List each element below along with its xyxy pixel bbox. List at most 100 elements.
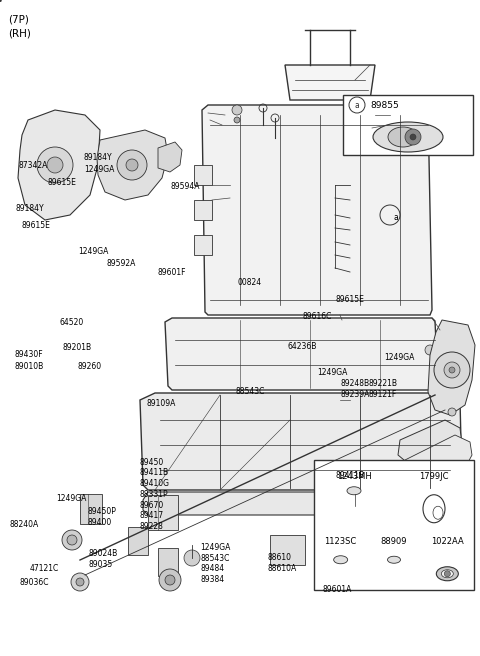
Text: 89615E: 89615E xyxy=(48,178,77,187)
Circle shape xyxy=(159,569,181,591)
Circle shape xyxy=(405,129,421,145)
Polygon shape xyxy=(140,393,462,490)
Text: 88543C: 88543C xyxy=(235,387,264,396)
Polygon shape xyxy=(158,142,182,172)
Bar xyxy=(80,494,102,524)
Text: 89411B: 89411B xyxy=(139,468,168,478)
Text: 89430F: 89430F xyxy=(14,350,43,359)
Text: 88543C: 88543C xyxy=(201,554,230,563)
Circle shape xyxy=(425,345,435,355)
Text: 89670: 89670 xyxy=(139,501,164,510)
Circle shape xyxy=(448,408,456,416)
Circle shape xyxy=(37,147,73,183)
Ellipse shape xyxy=(436,567,458,581)
Circle shape xyxy=(434,352,470,388)
Polygon shape xyxy=(405,435,472,472)
Ellipse shape xyxy=(388,127,418,147)
Text: 89615E: 89615E xyxy=(335,295,364,304)
Polygon shape xyxy=(143,492,465,515)
Text: 1022AA: 1022AA xyxy=(431,537,464,546)
Ellipse shape xyxy=(433,506,443,520)
Text: 89384: 89384 xyxy=(201,575,225,584)
Polygon shape xyxy=(285,65,375,100)
Text: 89592A: 89592A xyxy=(107,259,136,268)
Bar xyxy=(270,535,305,565)
Text: 89239A: 89239A xyxy=(341,390,370,399)
Bar xyxy=(314,460,474,590)
Text: 00824: 00824 xyxy=(238,277,262,287)
Circle shape xyxy=(165,575,175,585)
Bar xyxy=(194,165,212,185)
Text: 1799JC: 1799JC xyxy=(419,472,449,481)
Polygon shape xyxy=(18,110,100,220)
Text: 89411B: 89411B xyxy=(336,471,365,480)
Circle shape xyxy=(62,530,82,550)
Text: a: a xyxy=(393,213,398,222)
Circle shape xyxy=(67,535,77,545)
Circle shape xyxy=(126,159,138,171)
Circle shape xyxy=(444,362,460,378)
Text: 89121F: 89121F xyxy=(369,390,397,399)
Text: 1249GA: 1249GA xyxy=(201,543,231,552)
Text: 89410G: 89410G xyxy=(139,479,169,488)
Text: 1243MH: 1243MH xyxy=(336,472,372,481)
Text: 47121C: 47121C xyxy=(30,564,59,573)
Text: 88610A: 88610A xyxy=(268,564,297,573)
Ellipse shape xyxy=(347,487,361,495)
Bar xyxy=(343,95,473,155)
Polygon shape xyxy=(165,318,438,390)
Text: 89450: 89450 xyxy=(139,458,164,467)
Ellipse shape xyxy=(387,556,400,564)
Bar xyxy=(194,200,212,220)
Text: 64520: 64520 xyxy=(60,318,84,327)
Text: 89024B: 89024B xyxy=(89,548,118,558)
Text: 89594A: 89594A xyxy=(170,182,200,192)
Circle shape xyxy=(232,105,242,115)
Text: 89228: 89228 xyxy=(139,522,163,531)
Text: 89855: 89855 xyxy=(370,100,399,110)
Text: 89260: 89260 xyxy=(78,361,102,371)
Text: (RH): (RH) xyxy=(8,28,31,38)
Text: 89615E: 89615E xyxy=(22,220,50,230)
Circle shape xyxy=(71,573,89,591)
Circle shape xyxy=(234,117,240,123)
Circle shape xyxy=(184,550,200,566)
Bar xyxy=(158,548,178,576)
Text: 89184Y: 89184Y xyxy=(84,153,113,162)
Text: (7P): (7P) xyxy=(8,15,29,25)
Text: 89601F: 89601F xyxy=(157,268,186,277)
Circle shape xyxy=(76,578,84,586)
Text: 89036C: 89036C xyxy=(19,578,48,587)
Ellipse shape xyxy=(334,556,348,564)
Text: 1123SC: 1123SC xyxy=(324,537,357,546)
Text: 88331P: 88331P xyxy=(139,490,168,499)
Text: 88610: 88610 xyxy=(268,553,292,562)
Polygon shape xyxy=(202,105,432,315)
Text: 89484: 89484 xyxy=(201,564,225,573)
Text: 1249GA: 1249GA xyxy=(57,494,87,503)
Text: 88240A: 88240A xyxy=(10,520,39,529)
Bar xyxy=(148,495,178,530)
Text: 1249GA: 1249GA xyxy=(78,247,108,256)
Polygon shape xyxy=(398,420,462,470)
Text: 88909: 88909 xyxy=(381,537,407,546)
Text: 89184Y: 89184Y xyxy=(15,204,44,213)
Text: 89417: 89417 xyxy=(139,511,163,520)
Ellipse shape xyxy=(441,570,453,578)
Text: 89616C: 89616C xyxy=(302,312,332,321)
Bar xyxy=(128,527,148,555)
Text: 89201B: 89201B xyxy=(62,343,92,352)
Text: 89248B: 89248B xyxy=(341,379,370,388)
Circle shape xyxy=(47,157,63,173)
Ellipse shape xyxy=(373,122,443,152)
Text: 89221B: 89221B xyxy=(369,379,397,388)
Polygon shape xyxy=(97,130,168,200)
Text: 1249GA: 1249GA xyxy=(317,368,347,377)
Bar xyxy=(194,235,212,255)
Text: a: a xyxy=(355,100,360,110)
Text: 89400: 89400 xyxy=(87,518,112,527)
Text: 89010B: 89010B xyxy=(14,361,44,371)
Text: 89601A: 89601A xyxy=(323,584,352,594)
Text: 89035: 89035 xyxy=(89,560,113,569)
Text: 1249GA: 1249GA xyxy=(84,165,114,174)
